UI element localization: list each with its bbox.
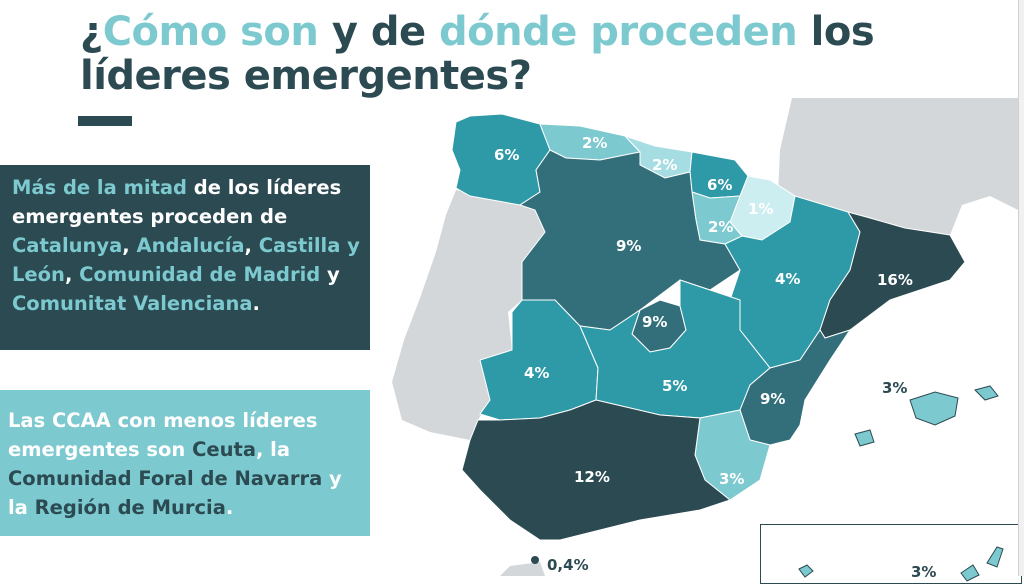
canarias-map: 3% bbox=[798, 546, 1004, 582]
title-part1: Cómo son bbox=[102, 9, 319, 55]
title-part2: y de bbox=[318, 9, 440, 55]
label-ceuta: 0,4% bbox=[547, 556, 589, 574]
box1-end: . bbox=[252, 292, 260, 315]
box1-sep: y bbox=[320, 263, 340, 286]
label-castilla-leon: 9% bbox=[616, 237, 641, 255]
box1-highlight-mitad: Más de la mitad bbox=[12, 176, 188, 199]
label-pais-vasco: 6% bbox=[707, 176, 732, 194]
box1-highlight-castilla-leon: Castilla y León bbox=[12, 234, 360, 286]
label-valencia: 9% bbox=[760, 390, 785, 408]
summary-box-least: Las CCAA con menos líderes emergentes so… bbox=[0, 390, 370, 536]
label-aragon: 4% bbox=[775, 270, 800, 288]
title-part4: los bbox=[797, 9, 875, 55]
map-africa bbox=[500, 562, 545, 576]
box1-sep: , bbox=[122, 234, 137, 257]
region-baleares-ibiza bbox=[854, 429, 875, 447]
region-baleares-menorca bbox=[974, 385, 999, 401]
region-valencia bbox=[739, 329, 852, 446]
title-part3: dónde proceden bbox=[439, 9, 798, 55]
summary-box-most: Más de la mitad de los líderes emergente… bbox=[0, 165, 370, 350]
box1-highlight-andalucia: Andalucía bbox=[136, 234, 245, 257]
label-navarra: 1% bbox=[748, 200, 773, 218]
spain-map: 6% 2% 2% 6% 1% 2% 9% 4% 16% 9% 4% 5% 9% … bbox=[392, 98, 1018, 576]
label-castilla-la-mancha: 5% bbox=[662, 377, 687, 395]
box2-highlight-ceuta: Ceuta bbox=[192, 438, 256, 461]
label-galicia: 6% bbox=[494, 146, 519, 164]
label-la-rioja: 2% bbox=[708, 218, 733, 236]
label-asturias: 2% bbox=[582, 134, 607, 152]
map-france bbox=[778, 98, 1018, 235]
box2-end: . bbox=[225, 496, 234, 519]
region-canarias-island-2 bbox=[960, 564, 980, 582]
box2-text: Las CCAA con menos líderes emergentes so… bbox=[8, 409, 318, 461]
page-title: ¿Cómo son y de dónde proceden los líderes… bbox=[80, 10, 900, 98]
region-baleares-mallorca bbox=[909, 391, 959, 426]
label-madrid: 9% bbox=[642, 313, 667, 331]
region-canarias-island-3 bbox=[986, 546, 1004, 568]
box2-highlight-murcia: Región de Murcia bbox=[34, 496, 226, 519]
box1-highlight-madrid: Comunidad de Madrid bbox=[79, 263, 321, 286]
title-q-open: ¿ bbox=[80, 9, 103, 55]
label-extremadura: 4% bbox=[524, 364, 549, 382]
label-murcia: 3% bbox=[719, 470, 744, 488]
region-andalucia bbox=[461, 399, 732, 541]
label-cantabria: 2% bbox=[652, 156, 677, 174]
region-ceuta bbox=[531, 556, 539, 564]
map-portugal bbox=[392, 190, 545, 440]
box2-sep: , la bbox=[255, 438, 291, 461]
box2-highlight-navarra: Comunidad Foral de Navarra bbox=[8, 467, 323, 490]
title-line2: líderes emergentes? bbox=[80, 53, 532, 99]
box1-highlight-catalunya: Catalunya bbox=[12, 234, 123, 257]
region-canarias-island-1 bbox=[798, 564, 814, 578]
region-catalunya bbox=[819, 211, 966, 339]
page-edge bbox=[1018, 0, 1024, 576]
box1-text: de los líderes emergentes proceden de bbox=[12, 176, 342, 228]
box1-sep: , bbox=[244, 234, 259, 257]
box1-sep: , bbox=[64, 263, 80, 286]
label-baleares: 3% bbox=[882, 379, 907, 397]
canarias-inset: 3% bbox=[760, 524, 1022, 584]
title-underline bbox=[78, 116, 132, 126]
label-canarias: 3% bbox=[911, 563, 936, 581]
box1-highlight-valenciana: Comunitat Valenciana bbox=[12, 292, 253, 315]
box2-sep: y la bbox=[8, 467, 342, 519]
label-andalucia: 12% bbox=[574, 468, 610, 486]
label-catalunya: 16% bbox=[877, 271, 913, 289]
